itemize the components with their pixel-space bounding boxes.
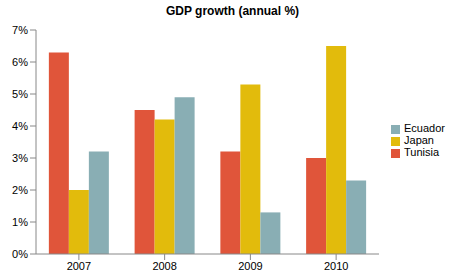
svg-text:2008: 2008: [152, 260, 176, 272]
svg-text:2009: 2009: [238, 260, 262, 272]
svg-text:3%: 3%: [12, 152, 28, 164]
html-text:Japan: Japan: [404, 134, 434, 146]
html-text:Ecuador: Ecuador: [404, 122, 445, 134]
html-text:GDP growth (annual %): GDP growth (annual %): [165, 4, 300, 18]
html-text:Tunisia: Tunisia: [404, 146, 440, 158]
svg-text:2007: 2007: [67, 260, 91, 272]
svg-text:5%: 5%: [12, 88, 28, 100]
svg-text:1%: 1%: [12, 216, 28, 228]
svg-text:2%: 2%: [12, 184, 28, 196]
svg-text:6%: 6%: [12, 56, 28, 68]
svg-text:7%: 7%: [12, 24, 28, 36]
svg-text:2010: 2010: [324, 260, 348, 272]
svg-text:0%: 0%: [12, 248, 28, 260]
svg-text:4%: 4%: [12, 120, 28, 132]
